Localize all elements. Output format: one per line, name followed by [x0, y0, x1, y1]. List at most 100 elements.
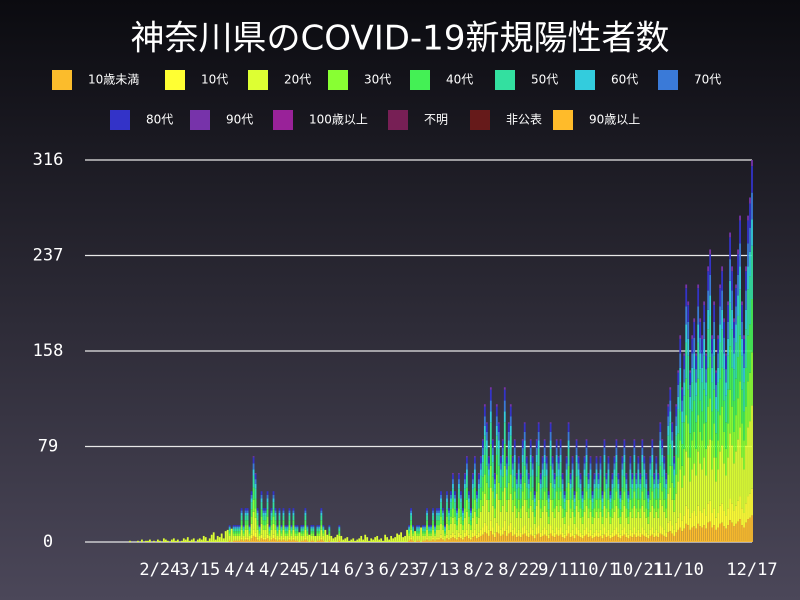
bar-segment [248, 533, 251, 536]
bar-segment [489, 520, 492, 532]
bar-segment [559, 505, 562, 528]
bar-segment [609, 502, 612, 510]
bar-segment [428, 527, 430, 529]
bar-segment [186, 537, 189, 542]
bar-segment [613, 529, 616, 536]
bar-segment [537, 465, 540, 483]
bar-segment [479, 529, 482, 536]
bar-segment [715, 409, 718, 434]
bar-segment [559, 439, 562, 441]
bar-segment [254, 473, 257, 475]
bar-segment [617, 473, 620, 475]
bar-segment [471, 537, 474, 542]
bar-segment [452, 473, 454, 475]
bar-segment [228, 539, 231, 541]
bar-segment [477, 488, 480, 499]
bar-segment [519, 498, 522, 509]
bar-segment [328, 540, 331, 542]
bar-segment [236, 540, 239, 542]
bar-segment [464, 488, 466, 499]
bar-segment [473, 535, 476, 542]
bar-segment [412, 525, 414, 527]
bar-segment [541, 487, 544, 500]
bar-segment [272, 509, 275, 517]
bar-segment [424, 527, 426, 529]
bar-segment [276, 539, 279, 541]
bar-segment [657, 508, 660, 518]
bar-segment [507, 465, 510, 483]
bar-segment [563, 509, 566, 517]
bar-segment [236, 539, 239, 541]
bar-segment [713, 338, 716, 356]
bar-segment [743, 411, 745, 441]
bar-segment [537, 499, 540, 526]
bar-segment [705, 515, 708, 529]
bar-segment [571, 456, 574, 458]
bar-segment [683, 353, 686, 356]
bar-segment [495, 404, 498, 407]
bar-segment [709, 500, 712, 522]
bar-segment [627, 494, 630, 499]
bar-segment [693, 353, 696, 370]
bar-segment [328, 539, 331, 541]
bar-segment [717, 469, 720, 513]
bar-segment [715, 433, 718, 458]
bar-segment [446, 502, 448, 510]
bar-segment [569, 532, 572, 538]
bar-segment [462, 520, 464, 526]
bar-segment [657, 483, 660, 489]
bar-segment [545, 463, 548, 470]
bar-segment [228, 533, 231, 536]
bar-segment [464, 517, 466, 533]
bar-segment [597, 473, 600, 475]
bar-segment [234, 528, 237, 532]
bar-segment [278, 537, 281, 540]
bar-segment [643, 529, 646, 536]
bar-segment [545, 535, 548, 542]
bar-segment [525, 463, 528, 470]
bar-segment [288, 520, 291, 526]
bar-segment [553, 508, 556, 518]
bar-segment [244, 529, 247, 538]
bar-segment [623, 454, 626, 463]
bar-segment [412, 526, 414, 528]
bar-segment [731, 445, 733, 504]
bar-segment [294, 540, 297, 542]
bar-segment [735, 523, 737, 542]
bar-segment [721, 503, 723, 523]
bar-segment [641, 447, 644, 455]
bar-segment [725, 515, 727, 529]
bar-segment [338, 533, 341, 536]
bar-segment [232, 540, 235, 542]
bar-segment [495, 522, 498, 533]
bar-segment [711, 382, 714, 412]
bar-segment [587, 483, 590, 489]
bar-segment [731, 290, 733, 310]
bar-segment [693, 318, 696, 322]
bar-segment [611, 537, 614, 542]
bar-segment [555, 440, 558, 448]
bar-segment [438, 512, 440, 516]
bar-segment [489, 444, 492, 466]
bar-segment [438, 525, 440, 530]
bar-segment [633, 462, 636, 477]
bar-segment [627, 538, 630, 542]
bar-segment [579, 479, 582, 484]
bar-segment [462, 512, 464, 516]
bar-segment [288, 510, 291, 513]
bar-segment [685, 288, 688, 307]
bar-segment [456, 512, 458, 516]
bar-segment [316, 533, 319, 536]
bar-segment [232, 533, 235, 536]
bar-segment [352, 538, 355, 542]
bar-segment [603, 439, 606, 441]
bar-segment [242, 535, 245, 540]
bar-segment [623, 462, 626, 477]
bar-segment [466, 499, 468, 512]
bar-segment [655, 499, 658, 512]
bar-segment [306, 525, 309, 527]
bar-segment [659, 440, 662, 449]
bar-segment [621, 529, 624, 536]
bar-segment [647, 502, 650, 510]
